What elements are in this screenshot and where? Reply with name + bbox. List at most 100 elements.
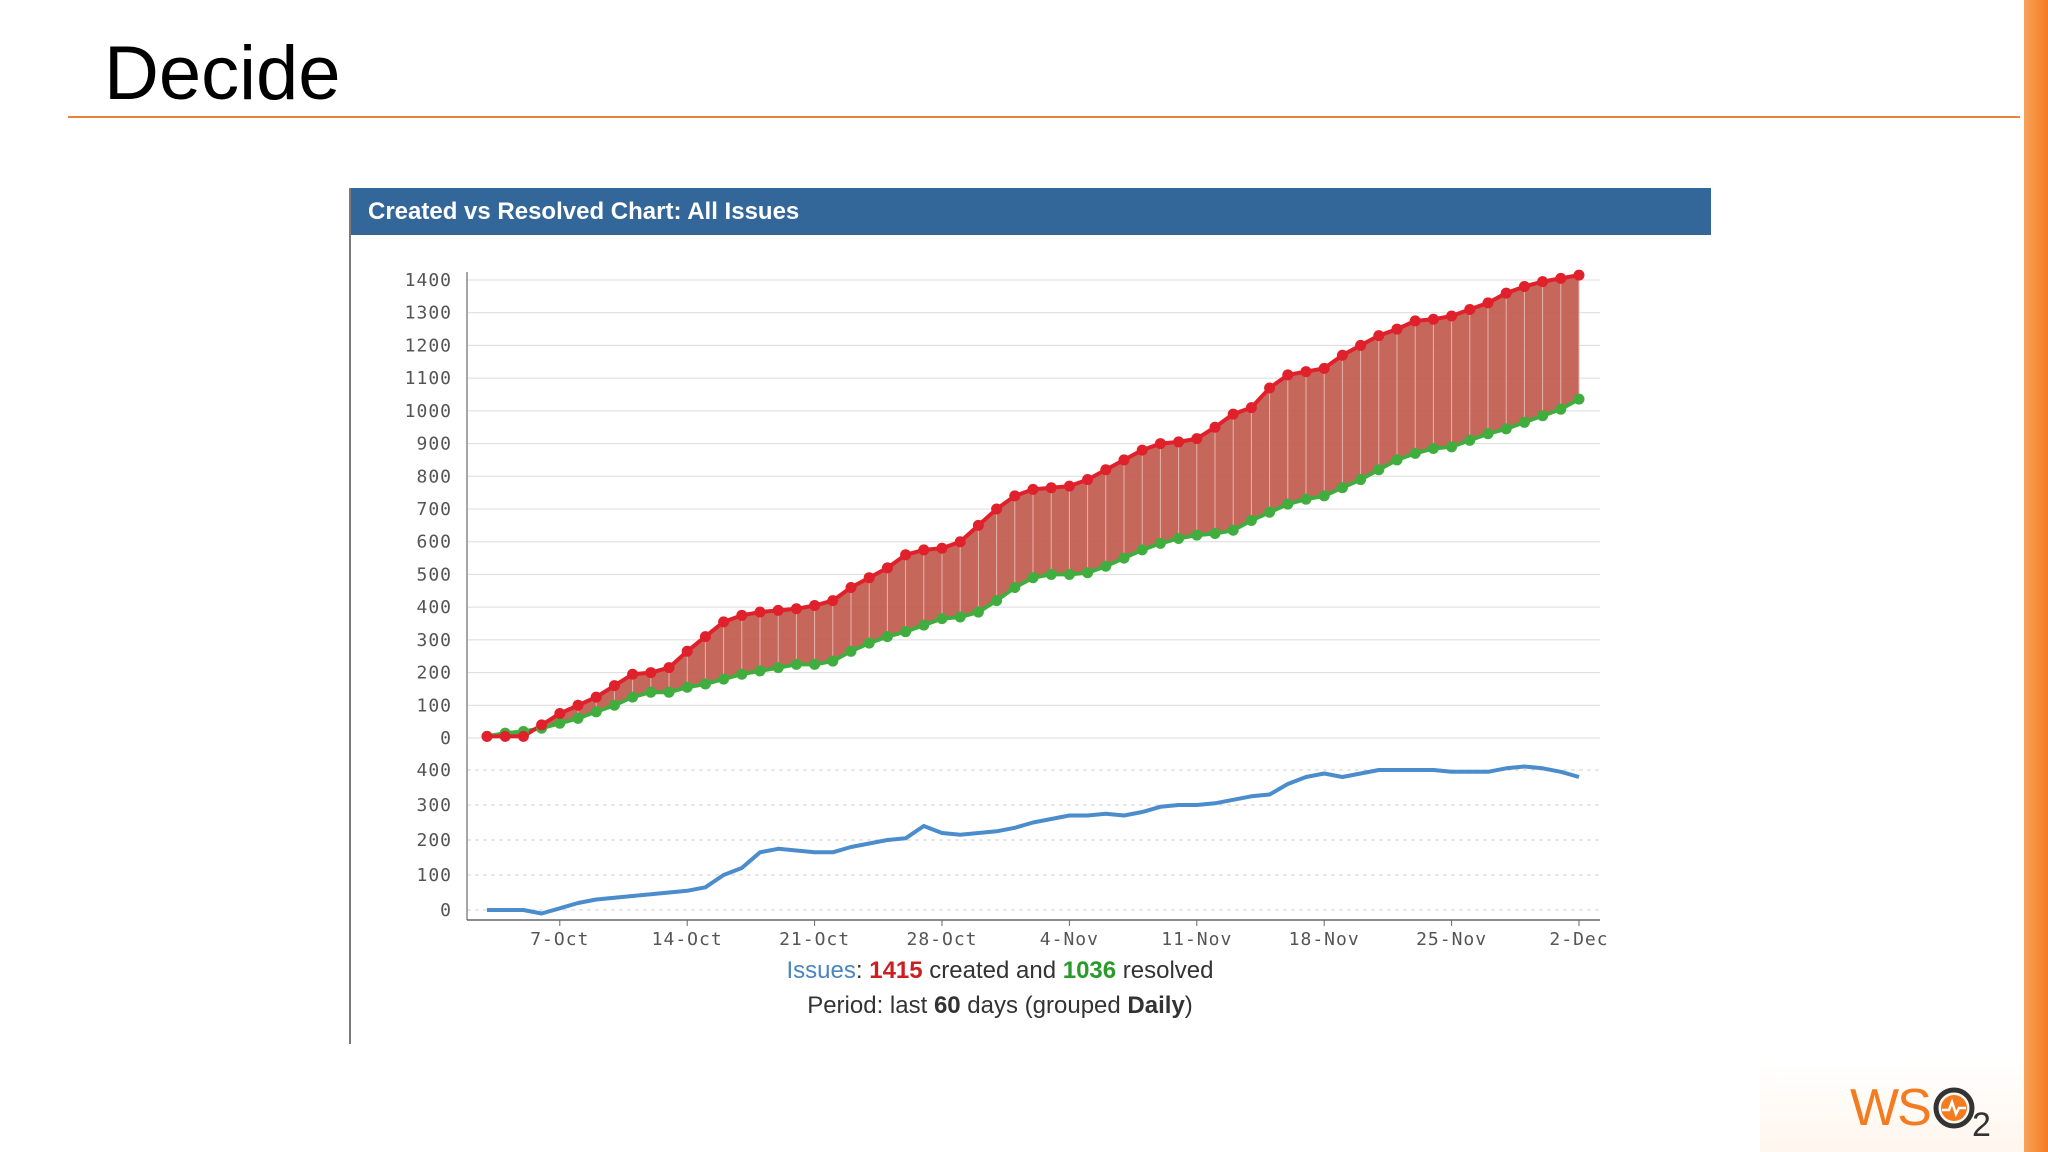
- resolved-point: [1264, 506, 1276, 518]
- resolved-point: [936, 613, 948, 625]
- created-point: [481, 730, 493, 742]
- top-y-tick-label: 100: [416, 695, 452, 716]
- title-divider: [68, 116, 2020, 118]
- resolved-point: [1573, 393, 1585, 405]
- created-point: [1136, 444, 1148, 456]
- resolved-point: [1482, 428, 1494, 440]
- legend-issues-label[interactable]: Issues: [786, 957, 856, 984]
- created-point: [663, 662, 675, 674]
- created-point: [536, 719, 548, 731]
- created-point: [1427, 313, 1439, 325]
- top-y-tick-label: 200: [416, 663, 452, 684]
- created-point: [863, 572, 875, 584]
- bottom-y-tick-label: 100: [416, 865, 452, 886]
- resolved-point: [1391, 454, 1403, 466]
- resolved-point: [1209, 528, 1221, 540]
- top-y-tick-label: 1300: [405, 303, 452, 324]
- chart-panel: Created vs Resolved Chart: All Issues: [349, 188, 1711, 1044]
- resolved-point: [1154, 537, 1166, 549]
- created-point: [918, 544, 930, 556]
- resolved-point: [827, 655, 839, 667]
- bottom-y-tick-label: 300: [416, 795, 452, 816]
- resolved-point: [554, 717, 566, 729]
- resolved-point: [1409, 447, 1421, 459]
- legend-created-word: created and: [922, 957, 1063, 984]
- chart-legend-period: Period: last 60 days (grouped Daily): [0, 992, 2000, 1020]
- period-days: 60: [933, 992, 961, 1019]
- resolved-point: [718, 673, 730, 685]
- resolved-point: [918, 619, 930, 631]
- resolved-point: [1446, 441, 1458, 453]
- legend-resolved-word: resolved: [1116, 957, 1214, 984]
- resolved-point: [772, 662, 784, 674]
- svg-text:WS: WS: [1850, 1080, 1930, 1137]
- created-point: [1391, 323, 1403, 335]
- right-accent-bar: [2024, 0, 2048, 1152]
- created-point: [1373, 330, 1385, 342]
- created-point: [1446, 310, 1458, 322]
- resolved-point: [1427, 442, 1439, 454]
- top-y-tick-label: 1000: [405, 401, 452, 422]
- created-point: [736, 609, 748, 621]
- trend-line: [487, 764, 1580, 916]
- created-point: [1227, 408, 1239, 420]
- resolved-point: [1464, 434, 1476, 446]
- created-point: [1045, 482, 1057, 494]
- created-point: [699, 631, 711, 643]
- x-tick-label: 28-Oct: [906, 929, 977, 950]
- bottom-y-tick-label: 400: [416, 760, 452, 781]
- created-point: [1082, 474, 1094, 486]
- resolved-point: [1227, 524, 1239, 536]
- x-tick-label: 14-Oct: [652, 929, 723, 950]
- top-y-tick-label: 500: [416, 564, 452, 585]
- created-point: [1282, 369, 1294, 381]
- top-y-tick-label: 0: [440, 728, 452, 749]
- svg-text:2: 2: [1972, 1106, 1991, 1140]
- resolved-point: [1027, 572, 1039, 584]
- legend-colon: :: [855, 957, 870, 984]
- resolved-point: [1555, 403, 1567, 415]
- resolved-point: [736, 668, 748, 680]
- created-point: [827, 595, 839, 607]
- created-point: [1063, 480, 1075, 492]
- resolved-point: [972, 606, 984, 618]
- resolved-point: [1537, 410, 1549, 422]
- top-y-tick-label: 1200: [405, 335, 452, 356]
- resolved-point: [1009, 582, 1021, 594]
- resolved-point: [627, 691, 639, 703]
- resolved-point: [572, 712, 584, 724]
- resolved-point: [1318, 490, 1330, 502]
- created-point: [517, 730, 529, 742]
- created-point: [645, 667, 657, 679]
- top-y-tick-label: 400: [416, 597, 452, 618]
- resolved-point: [809, 658, 821, 670]
- x-tick-label: 11-Nov: [1161, 929, 1232, 950]
- created-point: [790, 603, 802, 615]
- top-y-tick-label: 1100: [405, 368, 452, 389]
- created-point: [1537, 276, 1549, 288]
- resolved-point: [1173, 532, 1185, 544]
- resolved-point: [900, 626, 912, 638]
- created-point: [1027, 483, 1039, 495]
- created-point: [845, 582, 857, 594]
- created-point: [881, 562, 893, 574]
- resolved-point: [1063, 568, 1075, 580]
- x-tick-label: 18-Nov: [1289, 929, 1360, 950]
- resolved-point: [1336, 482, 1348, 494]
- created-point: [1464, 303, 1476, 315]
- x-tick-label: 21-Oct: [779, 929, 850, 950]
- created-point: [900, 549, 912, 561]
- created-point: [1573, 269, 1585, 281]
- period-prefix: Period: last: [807, 992, 934, 1019]
- resolved-point: [790, 658, 802, 670]
- created-point: [991, 503, 1003, 515]
- resolved-point: [645, 686, 657, 698]
- created-point: [954, 536, 966, 548]
- resolved-point: [1500, 423, 1512, 435]
- bottom-glow: [1760, 1060, 2024, 1152]
- resolved-point: [1082, 567, 1094, 579]
- created-point: [809, 600, 821, 612]
- wso2-logo: WS 2: [1850, 1080, 1991, 1140]
- created-point: [627, 668, 639, 680]
- created-point: [681, 645, 693, 657]
